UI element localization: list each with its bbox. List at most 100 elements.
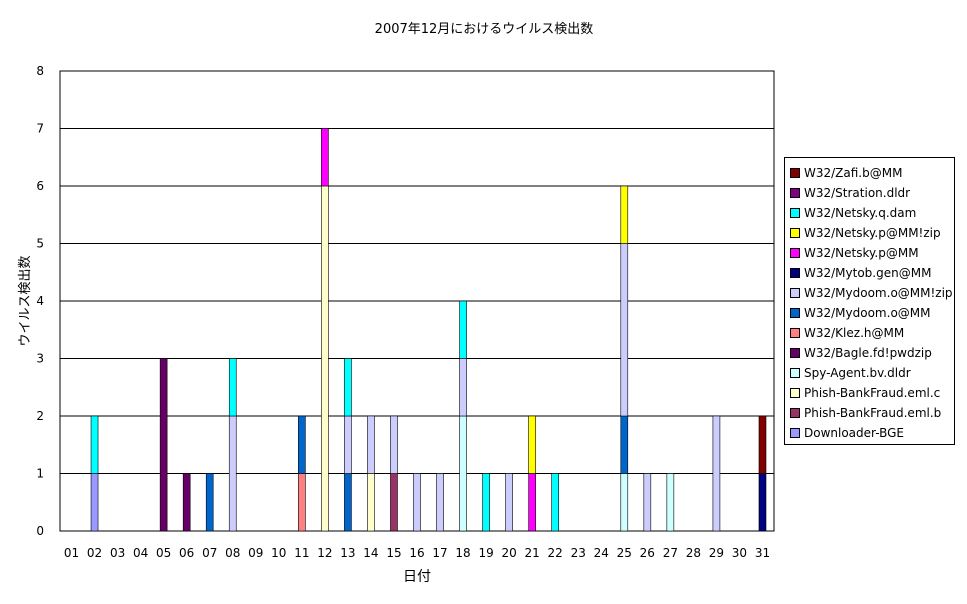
legend-label: W32/Zafi.b@MM [804, 166, 903, 180]
bar-segment [390, 415, 398, 474]
bar-segment [643, 473, 652, 532]
x-tick-label: 07 [202, 546, 217, 560]
legend-item: Phish-BankFraud.eml.b [790, 403, 954, 423]
bar-segment [159, 358, 168, 532]
x-tick-label: 21 [525, 546, 540, 560]
bar-segment [344, 415, 352, 474]
x-tick-label: 15 [386, 546, 401, 560]
bar-segment [367, 415, 375, 474]
legend-swatch [790, 208, 800, 218]
legend-swatch [790, 248, 800, 258]
x-tick-label: 09 [248, 546, 263, 560]
legend-swatch [790, 308, 800, 318]
y-tick-labels: 0 1 2 3 4 5 6 7 8 [36, 64, 44, 538]
bar-segment [390, 473, 398, 532]
bar-segment [666, 473, 675, 532]
y-tick-label: 0 [36, 524, 44, 538]
legend-label: W32/Mytob.gen@MM [804, 266, 932, 280]
x-tick-label: 31 [755, 546, 770, 560]
y-axis-label: ウイルス検出数 [18, 255, 33, 346]
x-tick-label: 25 [617, 546, 632, 560]
legend-item: Spy-Agent.bv.dldr [790, 363, 954, 383]
legend-item: W32/Mytob.gen@MM [790, 263, 954, 283]
legend-swatch [790, 348, 800, 358]
legend-swatch [790, 288, 800, 298]
bar-segment [344, 358, 352, 417]
legend-label: W32/Netsky.p@MM [804, 246, 919, 260]
legend-label: Downloader-BGE [804, 426, 905, 440]
bar-segment [459, 415, 467, 532]
y-tick-label: 8 [36, 64, 44, 78]
x-tick-label: 26 [640, 546, 655, 560]
legend-item: W32/Netsky.q.dam [790, 203, 954, 223]
x-tick-label: 19 [478, 546, 493, 560]
bar-segment [205, 473, 214, 532]
x-tick-label: 30 [732, 546, 747, 560]
bar-segment [90, 415, 99, 474]
bar-segment [321, 128, 329, 187]
legend-swatch [790, 328, 800, 338]
legend-item: W32/Zafi.b@MM [790, 163, 954, 183]
chart-title: 2007年12月におけるウイルス検出数 [375, 22, 594, 37]
bar-segment [228, 358, 237, 417]
legend-label: W32/Netsky.p@MM!zip [804, 226, 941, 240]
bar-segment [551, 473, 559, 532]
x-tick-label: 22 [548, 546, 563, 560]
bar-segment [620, 473, 629, 532]
y-tick-label: 7 [36, 122, 44, 136]
bar-segment [528, 415, 536, 474]
legend-swatch [790, 408, 800, 418]
bar-segment [459, 358, 467, 417]
bar-segment [298, 473, 306, 532]
bar-segment [344, 473, 352, 532]
x-tick-label: 10 [271, 546, 286, 560]
legend-item: W32/Bagle.fd!pwdzip [790, 343, 954, 363]
x-tick-label: 01 [64, 546, 79, 560]
x-tick-label: 08 [225, 546, 240, 560]
legend-label: W32/Klez.h@MM [804, 326, 905, 340]
bar-segment [482, 473, 490, 532]
bar-segment [321, 185, 329, 532]
x-tick-labels: 01 02 03 04 05 06 07 08 09 10 11 12 13 14 15 16 17 18 19 20… [64, 546, 770, 560]
y-tick-label: 2 [36, 409, 44, 423]
x-tick-label: 17 [432, 546, 447, 560]
legend-item: W32/Stration.dldr [790, 183, 954, 203]
x-tick-label: 04 [133, 546, 148, 560]
bar-segment [712, 415, 721, 532]
legend: W32/Zafi.b@MM W32/Stration.dldr W32/Netsky… [784, 157, 955, 445]
legend-label: Phish-BankFraud.eml.b [804, 406, 942, 420]
legend-swatch [790, 168, 800, 178]
x-tick-label: 20 [501, 546, 516, 560]
x-tick-label: 24 [594, 546, 609, 560]
legend-swatch [790, 428, 800, 438]
bar-segment [505, 473, 513, 532]
bar-segment [758, 415, 767, 474]
legend-item: W32/Klez.h@MM [790, 323, 954, 343]
bar-segment [620, 415, 629, 474]
legend-item: W32/Netsky.p@MM [790, 243, 954, 263]
x-tick-label: 18 [455, 546, 470, 560]
x-tick-label: 05 [156, 546, 171, 560]
x-tick-label: 13 [340, 546, 355, 560]
bar-segment [758, 473, 767, 532]
x-tick-label: 23 [571, 546, 586, 560]
legend-label: Phish-BankFraud.eml.c [804, 386, 941, 400]
bar-segment [90, 473, 99, 532]
legend-label: W32/Mydoom.o@MM [804, 306, 931, 320]
y-tick-label: 3 [36, 352, 44, 366]
x-tick-label: 06 [179, 546, 194, 560]
legend-item: W32/Mydoom.o@MM!zip [790, 283, 954, 303]
bar-segment [367, 473, 375, 532]
legend-item: Downloader-BGE [790, 423, 954, 443]
legend-label: W32/Stration.dldr [804, 186, 911, 200]
gridlines [60, 128, 774, 474]
legend-swatch [790, 228, 800, 238]
x-tick-label: 16 [409, 546, 424, 560]
legend-label: Spy-Agent.bv.dldr [804, 366, 911, 380]
x-tick-label: 03 [110, 546, 125, 560]
x-tick-label: 29 [709, 546, 724, 560]
legend-item: Phish-BankFraud.eml.c [790, 383, 954, 403]
legend-swatch [790, 188, 800, 198]
y-tick-label: 4 [36, 294, 44, 308]
legend-item: W32/Netsky.p@MM!zip [790, 223, 954, 243]
